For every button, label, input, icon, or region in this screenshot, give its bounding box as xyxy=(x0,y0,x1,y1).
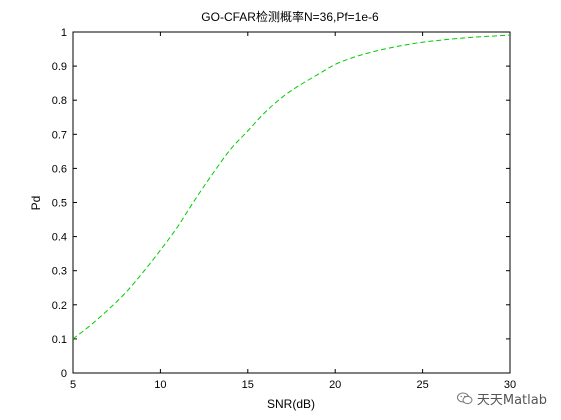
y-axis: 0 0.1 0.2 0.3 0.4 0.5 0.6 0.7 0.8 0.9 1 xyxy=(52,27,510,380)
watermark-text: 天天Matlab xyxy=(476,393,547,408)
y-tick-label: 0.8 xyxy=(52,95,67,107)
y-tick-label: 0.5 xyxy=(52,198,67,210)
y-axis-label: Pd xyxy=(29,196,43,211)
pd-curve-line xyxy=(72,34,511,340)
y-tick-label: 0.3 xyxy=(52,266,67,278)
x-tick-label: 5 xyxy=(70,379,76,391)
x-axis-label: SNR(dB) xyxy=(267,397,315,411)
watermark: 天天Matlab xyxy=(456,389,547,408)
y-tick-label: 1 xyxy=(61,27,67,39)
x-tick-label: 15 xyxy=(242,379,254,391)
y-tick-label: 0.6 xyxy=(52,163,67,175)
y-tick-label: 0 xyxy=(61,368,67,380)
x-axis: 5 10 15 20 25 30 xyxy=(70,32,516,391)
wechat-icon xyxy=(456,392,473,405)
x-tick-label: 10 xyxy=(154,379,166,391)
chart-title: GO-CFAR检测概率N=36,Pf=1e-6 xyxy=(201,9,379,24)
y-tick-label: 0.7 xyxy=(52,129,67,141)
x-tick-label: 20 xyxy=(329,379,341,391)
y-tick-label: 0.2 xyxy=(52,300,67,312)
y-tick-label: 0.9 xyxy=(52,61,67,73)
y-tick-label: 0.4 xyxy=(52,232,67,244)
plot-area-border xyxy=(72,31,511,374)
x-tick-label: 25 xyxy=(416,379,428,391)
x-tick-label: 30 xyxy=(504,379,516,391)
y-tick-label: 0.1 xyxy=(52,334,67,346)
